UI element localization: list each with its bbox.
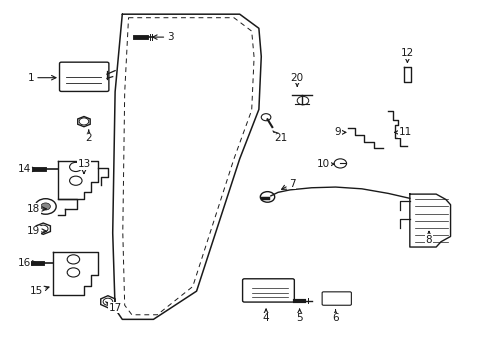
Text: 5: 5 [296,309,302,323]
Circle shape [41,203,50,210]
Text: 12: 12 [400,48,413,62]
Text: 13: 13 [77,159,90,174]
Text: 16: 16 [18,258,37,268]
Polygon shape [36,223,50,234]
Text: 6: 6 [331,310,338,323]
Text: 21: 21 [272,131,286,143]
Text: 1: 1 [28,73,56,83]
Text: 17: 17 [105,302,122,313]
Text: 20: 20 [290,73,303,86]
Text: 11: 11 [394,127,411,138]
Text: 7: 7 [281,179,295,189]
Text: 3: 3 [152,32,173,42]
Text: 14: 14 [18,165,37,174]
FancyBboxPatch shape [242,279,294,302]
Text: 9: 9 [334,127,345,138]
Text: 19: 19 [27,226,46,236]
Polygon shape [101,296,115,308]
FancyBboxPatch shape [322,292,351,305]
Text: 18: 18 [27,204,46,214]
Text: 4: 4 [262,309,269,323]
FancyBboxPatch shape [60,62,109,91]
Text: 2: 2 [85,130,92,143]
Polygon shape [78,117,90,127]
Text: 8: 8 [425,231,431,245]
Text: 10: 10 [316,159,333,169]
Text: 15: 15 [29,286,49,296]
